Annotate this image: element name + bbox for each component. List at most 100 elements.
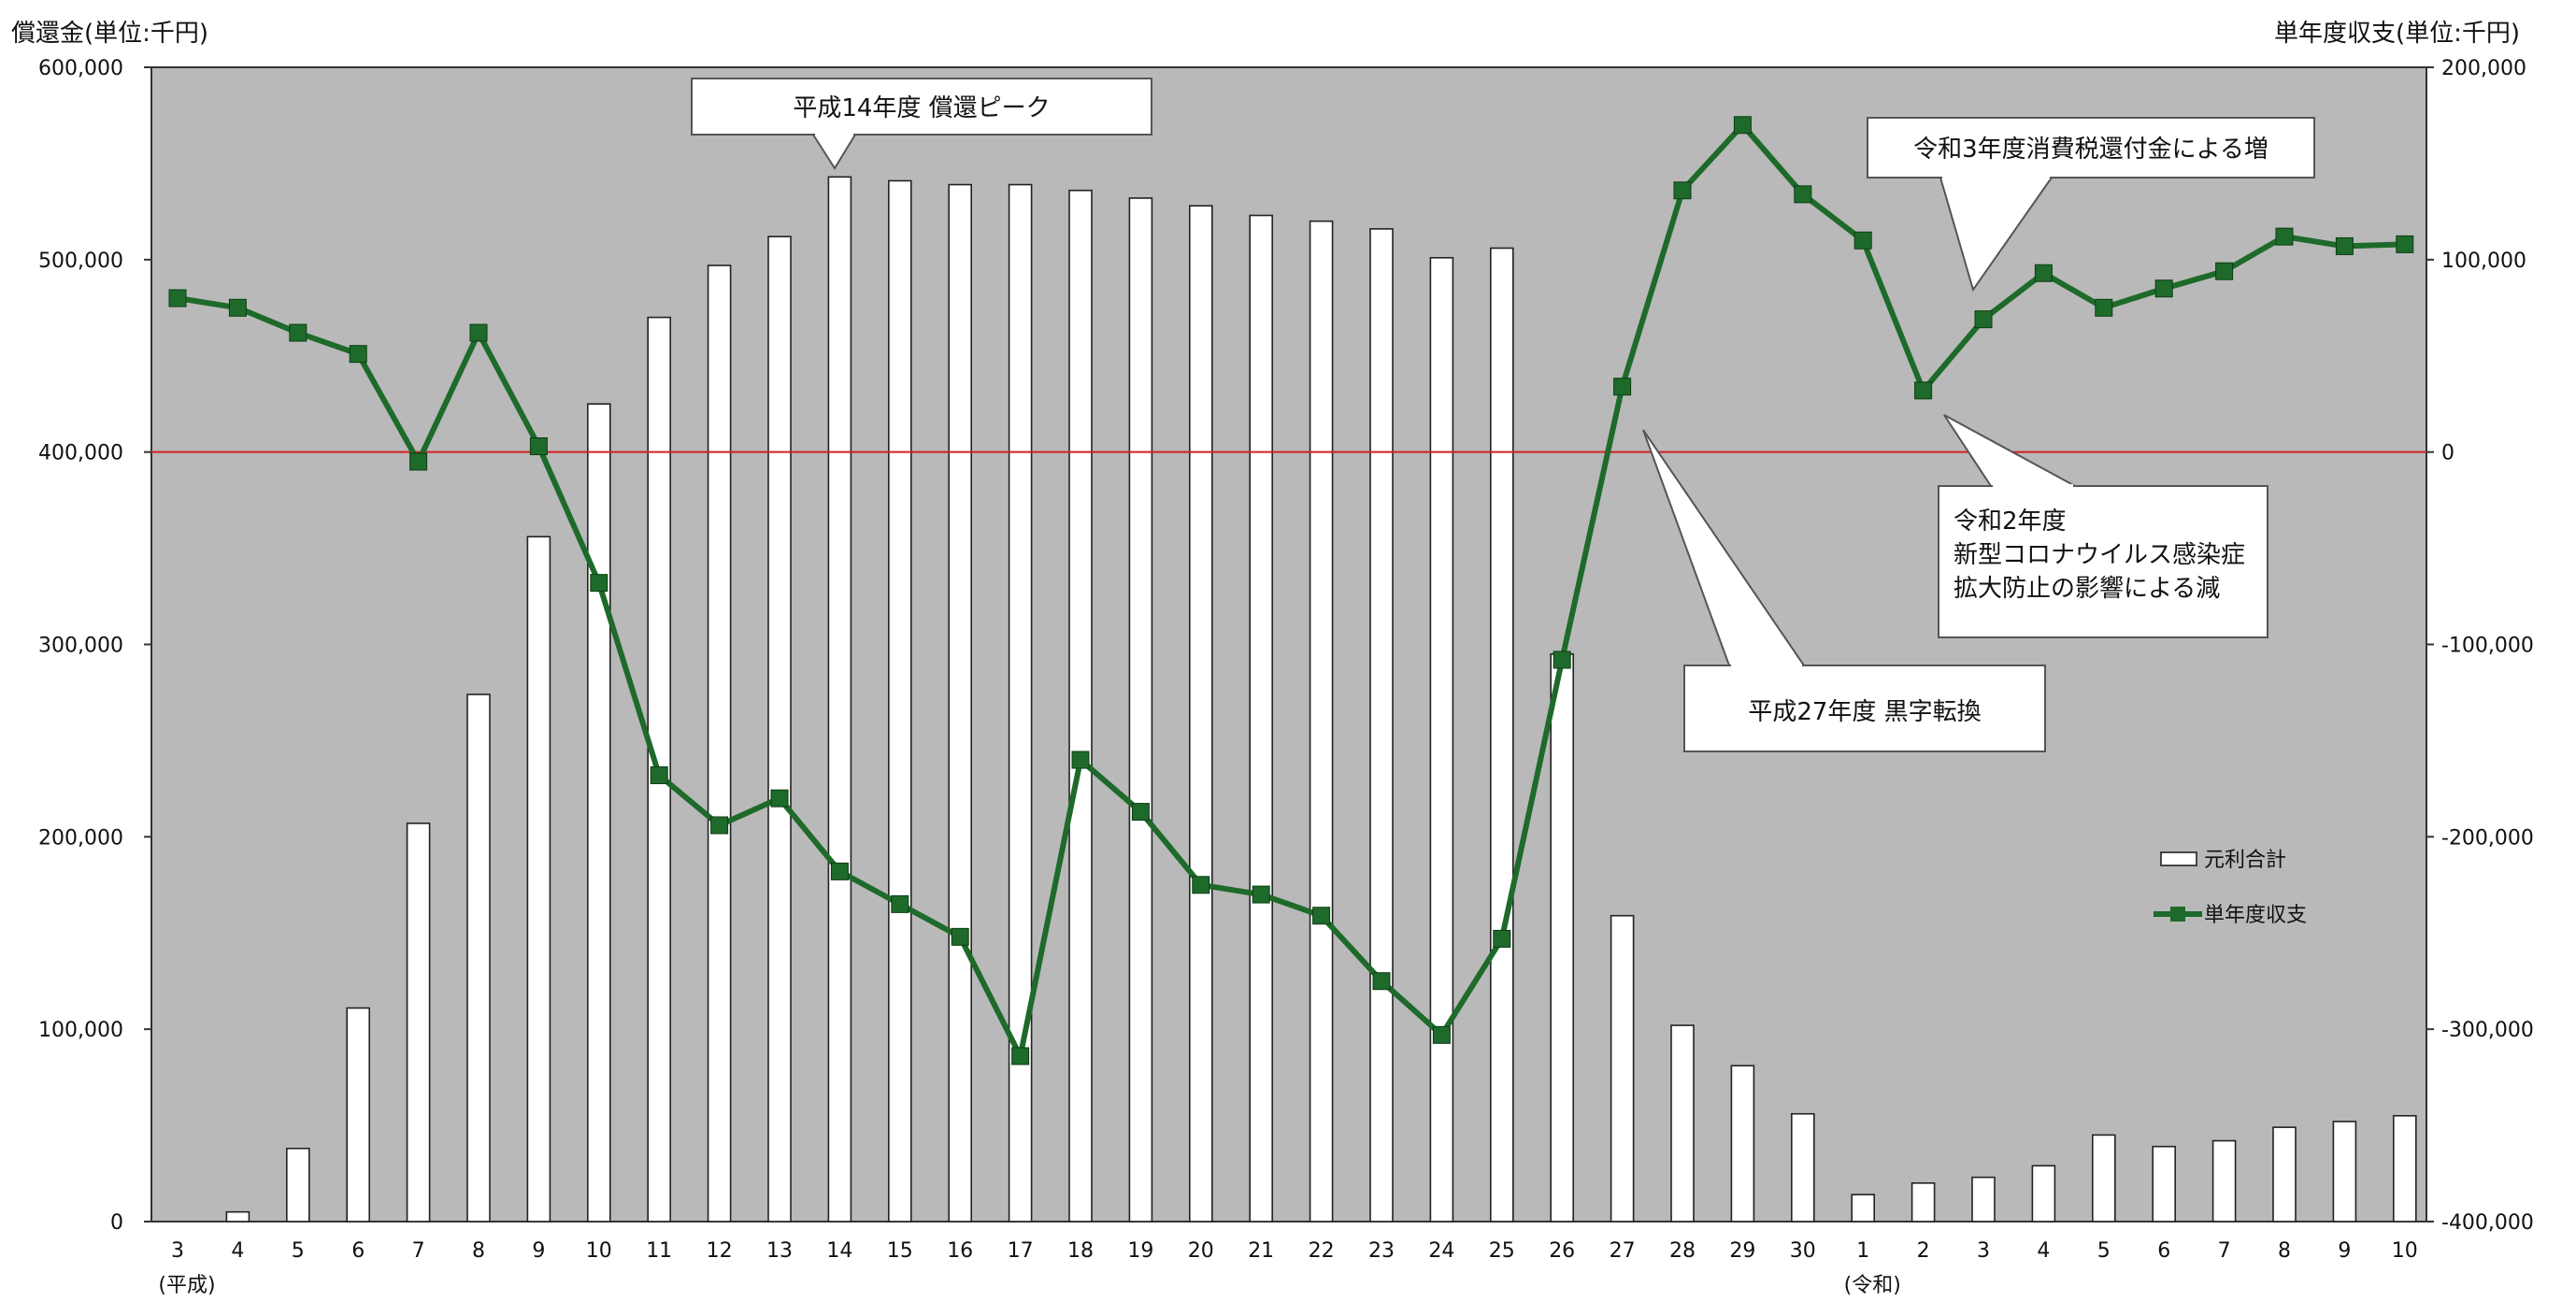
line-point-14 (1011, 1047, 1030, 1065)
x-tick-label: 3 (171, 1239, 184, 1263)
x-tick-label: 17 (1008, 1239, 1034, 1263)
right-tick-label: -400,000 (2441, 1211, 2534, 1235)
bar-21 (1429, 256, 1454, 1222)
line-point-5 (469, 323, 488, 342)
line-point-1 (228, 298, 247, 317)
line-point-21 (1432, 1025, 1451, 1044)
line-point-9 (710, 816, 729, 835)
callout-heisei14-peak: 平成14年度 償還ピーク (691, 78, 1152, 170)
left-tick-label: 0 (110, 1211, 123, 1235)
line-point-22 (1493, 929, 1511, 948)
callout-reiwa2-decrease-text: 令和2年度 (1953, 508, 2067, 536)
right-axis-title: 単年度収支(単位:千円) (2274, 20, 2520, 48)
bar-20 (1369, 228, 1394, 1222)
x-tick-label: 7 (412, 1239, 425, 1263)
bar-4 (406, 822, 431, 1222)
series-line-tannendo-shushi (177, 122, 2405, 1059)
callout-heisei14-peak-box (691, 78, 1152, 136)
x-tick-label: 9 (2338, 1239, 2351, 1263)
bar-10 (767, 236, 792, 1222)
line-point-7 (590, 574, 608, 593)
x-tick-label: 18 (1067, 1239, 1094, 1263)
bar-29 (1911, 1182, 1936, 1222)
bar-27 (1791, 1112, 1815, 1222)
bar-24 (1610, 914, 1635, 1222)
bar-5 (466, 693, 491, 1222)
x-tick-label: 15 (887, 1239, 913, 1263)
x-tick-label: 6 (351, 1239, 365, 1263)
bar-11 (827, 176, 852, 1222)
bar-36 (2332, 1121, 2357, 1222)
left-axis-title: 償還金(単位:千円) (11, 20, 208, 48)
line-point-11 (830, 862, 849, 880)
bar-25 (1670, 1024, 1695, 1222)
era-label: (平成) (158, 1274, 215, 1297)
bar-3 (346, 1007, 371, 1222)
x-tick-label: 3 (1977, 1239, 1990, 1263)
line-point-26 (1733, 116, 1752, 135)
x-tick-label: 7 (2218, 1239, 2231, 1263)
x-tick-label: 22 (1309, 1239, 1335, 1263)
x-tick-label: 13 (766, 1239, 793, 1263)
x-tick-label: 8 (472, 1239, 485, 1263)
plot-area (150, 66, 2427, 1222)
bar-14 (1008, 183, 1033, 1222)
callout-reiwa2-decrease-text: 拡大防止の影響による減 (1953, 575, 2220, 603)
line-point-19 (1312, 907, 1331, 925)
right-tick-label: -300,000 (2441, 1019, 2534, 1042)
callout-reiwa3-increase-box (1867, 117, 2315, 179)
bar-7 (586, 403, 611, 1222)
x-tick-label: 5 (292, 1239, 305, 1263)
x-tick-label: 24 (1428, 1239, 1454, 1263)
bar-31 (2031, 1165, 2056, 1222)
legend-label-bar: 元利合計 (2204, 849, 2286, 872)
x-tick-label: 29 (1729, 1239, 1755, 1263)
line-point-34 (2215, 262, 2234, 280)
x-tick-label: 8 (2278, 1239, 2291, 1263)
right-tick-label: 200,000 (2441, 57, 2526, 80)
x-tick-label: 28 (1669, 1239, 1696, 1263)
bar-33 (2152, 1145, 2176, 1222)
right-tick-label: -200,000 (2441, 826, 2534, 850)
bar-18 (1249, 214, 1273, 1222)
callout-reiwa3-increase-text: 令和3年度消費税還付金による増 (1913, 136, 2268, 164)
bars-layer (225, 176, 2417, 1222)
x-tick-label: 4 (231, 1239, 244, 1263)
line-point-23 (1553, 650, 1571, 669)
line-point-0 (168, 289, 187, 307)
line-layer (168, 116, 2414, 1065)
bar-23 (1550, 652, 1574, 1222)
callout-heisei14-peak-text: 平成14年度 償還ピーク (793, 94, 1050, 122)
bar-35 (2272, 1126, 2297, 1222)
line-point-31 (2034, 264, 2053, 282)
era-label: (令和) (1844, 1274, 1901, 1297)
left-tick-label: 400,000 (38, 442, 123, 465)
line-point-13 (951, 927, 969, 946)
bar-12 (887, 179, 912, 1222)
x-tick-label: 2 (1917, 1239, 1930, 1263)
x-tick-label: 21 (1248, 1239, 1274, 1263)
bar-34 (2211, 1139, 2237, 1222)
legend-swatch-bar (2160, 851, 2197, 866)
x-tick-label: 12 (707, 1239, 733, 1263)
line-point-25 (1673, 181, 1692, 200)
line-point-37 (2396, 235, 2414, 253)
bar-28 (1851, 1194, 1875, 1222)
x-tick-label: 11 (646, 1239, 672, 1263)
x-tick-label: 23 (1368, 1239, 1395, 1263)
callout-heisei27-surplus-box (1683, 665, 2046, 752)
bar-1 (225, 1210, 250, 1222)
left-tick-label: 100,000 (38, 1019, 123, 1042)
line-point-33 (2154, 279, 2173, 298)
line-point-8 (650, 765, 668, 784)
line-point-36 (2335, 236, 2354, 255)
x-tick-label: 30 (1790, 1239, 1816, 1263)
callout-reiwa2-decrease-box (1938, 485, 2268, 638)
left-tick-label: 200,000 (38, 826, 123, 850)
bar-32 (2092, 1134, 2116, 1222)
line-point-10 (770, 789, 789, 808)
bar-6 (526, 536, 551, 1222)
bar-13 (948, 183, 973, 1222)
